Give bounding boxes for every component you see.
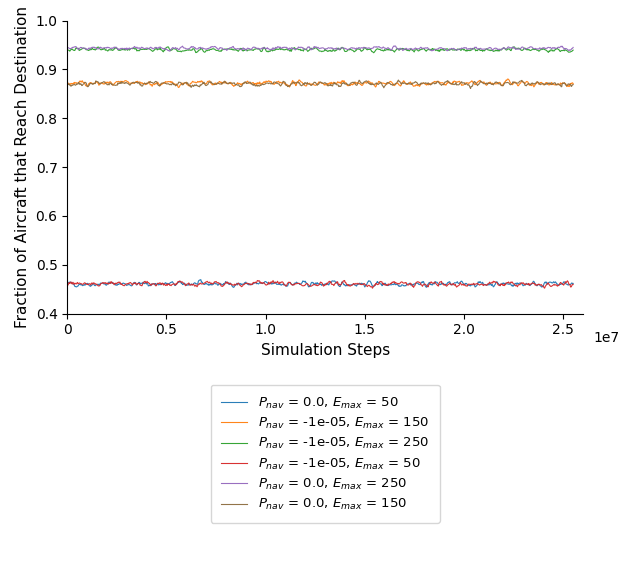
X-axis label: Simulation Steps: Simulation Steps	[261, 343, 390, 358]
Text: 1e7: 1e7	[593, 331, 619, 345]
Y-axis label: Fraction of Aircraft that Reach Destination: Fraction of Aircraft that Reach Destinat…	[15, 6, 30, 328]
Legend: $P_{nav}$ = 0.0, $E_{max}$ = 50, $P_{nav}$ = -1e-05, $E_{max}$ = 150, $P_{nav}$ : $P_{nav}$ = 0.0, $E_{max}$ = 50, $P_{nav…	[210, 385, 440, 523]
